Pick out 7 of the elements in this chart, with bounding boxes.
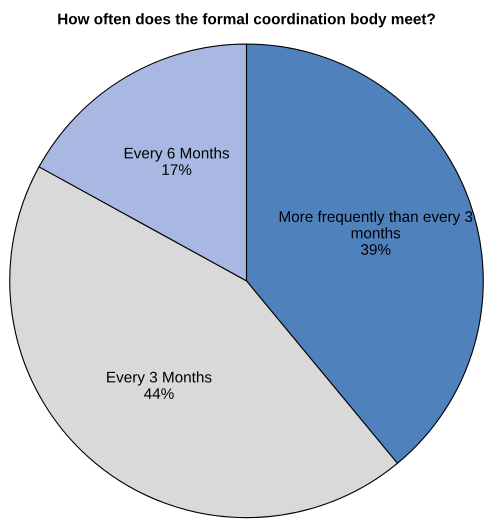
slice-label: More frequently than every 3 months (280, 210, 472, 238)
slice-label: Every 3 Months (107, 371, 212, 386)
data-label: 39% (361, 244, 390, 255)
data-label: 44% (144, 388, 174, 399)
slice-label: Every 6 Months (124, 147, 230, 162)
chart-title: How often does the formal coordination body meet? (58, 13, 435, 28)
data-label: 17% (162, 164, 192, 175)
